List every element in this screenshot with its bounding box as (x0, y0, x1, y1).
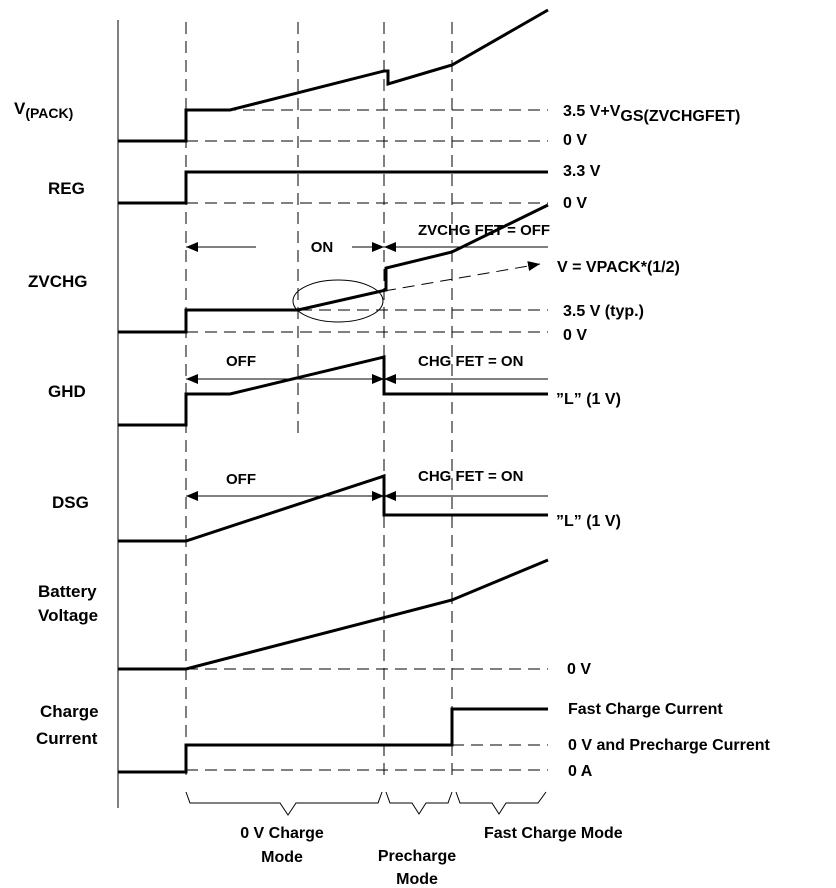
label-battery-line2: Voltage (38, 606, 98, 625)
vpack-waveform (118, 8, 549, 143)
mode-fast: Fast Charge Mode (484, 825, 623, 842)
right-reg-zero: 0 V (563, 195, 587, 212)
label-reg: REG (48, 179, 85, 198)
charge-current-waveform (118, 707, 548, 774)
brace-zero-v-mode (185, 791, 383, 816)
label-charge-line2: Current (36, 729, 98, 748)
label-charge-line1: Charge (40, 702, 99, 721)
mode-precharge-line2: Mode (396, 871, 438, 888)
annotation-zvchg-fet-off: ZVCHG FET = OFF (418, 222, 550, 239)
right-zvchg-typ: 3.5 V (typ.) (563, 303, 644, 320)
label-vpack-subscript: (PACK) (25, 105, 73, 121)
right-vpack-level-subscript: GS(ZVCHGFET) (620, 108, 740, 125)
crossing-highlight-ellipse (292, 279, 384, 323)
mode-precharge-line1: Precharge (378, 848, 456, 865)
label-ghd: GHD (48, 382, 86, 401)
reg-waveform (118, 170, 548, 205)
label-battery-line1: Battery (38, 582, 97, 601)
annotation-dsg-chg-on: CHG FET = ON (418, 468, 523, 485)
brace-fast-mode (455, 791, 547, 815)
annotation-ghd-chg-on: CHG FET = ON (418, 353, 523, 370)
right-reg-level: 3.3 V (563, 163, 601, 180)
annotation-ghd-off: OFF (226, 353, 256, 370)
battery-voltage-waveform (118, 558, 549, 671)
right-zero-amp: 0 A (568, 763, 593, 780)
label-dsg: DSG (52, 493, 89, 512)
right-battery-zero: 0 V (567, 661, 591, 678)
right-fast-current: Fast Charge Current (568, 701, 723, 718)
right-vpack-level: 3.5 V+VGS(ZVCHGFET) (563, 103, 740, 125)
dsg-waveform (118, 473, 548, 543)
right-precharge-current: 0 V and Precharge Current (568, 737, 771, 754)
label-vpack: V(PACK) (14, 99, 73, 121)
right-vpack-zero: 0 V (563, 132, 587, 149)
mode-zero-v-line1: 0 V Charge (240, 825, 324, 842)
annotation-zvchg-on: ON (311, 239, 334, 256)
right-dsg-low: ”L” (1 V) (556, 513, 621, 530)
right-ghd-low: ”L” (1 V) (556, 391, 621, 408)
brace-precharge-mode (385, 791, 453, 815)
right-zvchg-half: V = VPACK*(1/2) (557, 259, 680, 276)
annotation-dsg-off: OFF (226, 471, 256, 488)
ref-zvchg-half (383, 261, 541, 292)
ghd-waveform (118, 355, 548, 427)
label-zvchg: ZVCHG (28, 272, 88, 291)
right-zvchg-zero: 0 V (563, 327, 587, 344)
zvchg-waveform (118, 203, 549, 334)
mode-zero-v-line2: Mode (261, 849, 303, 866)
